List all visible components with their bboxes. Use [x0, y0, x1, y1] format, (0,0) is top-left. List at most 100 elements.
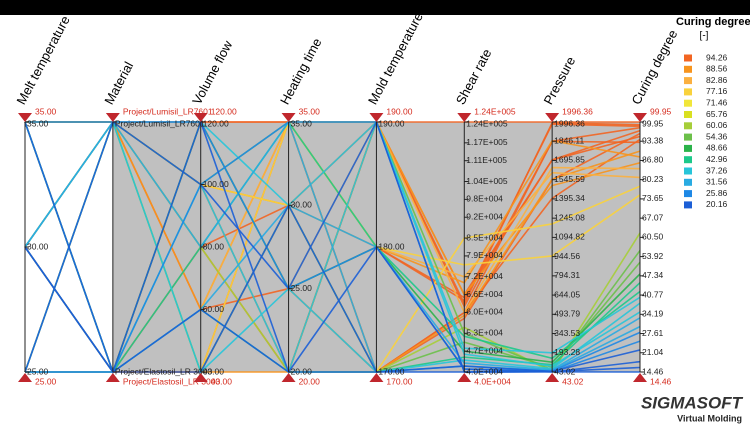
top-bar	[0, 0, 750, 15]
legend-swatch	[684, 99, 692, 107]
max-label: 99.95	[650, 106, 672, 116]
legend-label: 31.56	[706, 177, 728, 187]
data-line	[24, 119, 641, 374]
tick-label: 60.50	[642, 232, 664, 242]
legend-label: 65.76	[706, 109, 728, 119]
min-label: 43.02	[562, 376, 584, 386]
tick-label: 60.00	[203, 304, 225, 314]
tick-label: 6.0E+004	[466, 307, 503, 317]
tick-label: 193.28	[554, 347, 580, 357]
min-label: Project/Elastosil_LR 3003	[123, 376, 221, 386]
tick-label: 73.65	[642, 193, 664, 203]
tick-label: 40.77	[642, 289, 664, 299]
tick-label: 170.00	[378, 366, 404, 376]
tick-label: 80.00	[203, 241, 225, 251]
legend-label: 71.46	[706, 97, 728, 107]
tick-label: 35.00	[27, 118, 49, 128]
tick-label: 93.38	[642, 135, 664, 145]
brand-tagline: Virtual Molding	[677, 413, 742, 423]
axis-name: Material	[101, 59, 136, 107]
min-marker	[545, 373, 560, 382]
max-marker	[281, 113, 296, 122]
max-marker	[457, 113, 472, 122]
min-label: 170.00	[386, 376, 412, 386]
data-line	[24, 120, 641, 374]
min-marker	[18, 373, 32, 382]
tick-label: 86.80	[642, 155, 664, 165]
max-marker	[18, 113, 32, 122]
legend-swatch	[684, 156, 692, 164]
min-marker	[457, 373, 472, 382]
tick-label: 1245.08	[554, 212, 585, 222]
legend-swatch	[684, 190, 692, 198]
legend-label: 94.26	[706, 52, 728, 62]
tick-label: 25.00	[291, 283, 313, 293]
legend-label: 20.16	[706, 199, 728, 209]
tick-label: 30.00	[291, 200, 313, 210]
max-label: 1996.36	[562, 106, 593, 116]
tick-label: 1.17E+005	[466, 137, 508, 147]
tick-label: 67.07	[642, 212, 664, 222]
max-label: 1.24E+005	[474, 106, 516, 116]
tick-label: 40.00	[203, 366, 225, 376]
data-line	[24, 120, 641, 374]
tick-label: 27.61	[642, 328, 664, 338]
tick-label: 7.9E+004	[466, 250, 503, 260]
legend-swatch	[684, 54, 692, 62]
max-label: 190.00	[386, 106, 412, 116]
legend-swatch	[684, 88, 692, 96]
min-marker	[193, 373, 208, 382]
tick-label: 53.92	[642, 251, 664, 261]
tick-label: 644.05	[554, 289, 580, 299]
max-marker	[545, 113, 560, 122]
max-label: 120.00	[211, 106, 237, 116]
max-marker	[105, 113, 120, 122]
max-label: Project/Lumisil_LR7601	[123, 106, 213, 116]
legend-label: 77.16	[706, 86, 728, 96]
brand: SIGMASOFT	[641, 393, 744, 412]
legend-swatch	[684, 167, 692, 175]
legend-swatch	[684, 178, 692, 186]
legend-swatch	[684, 201, 692, 209]
tick-label: 343.53	[554, 328, 580, 338]
tick-label: 1.24E+005	[466, 118, 508, 128]
axis-name: Pressure	[541, 54, 579, 107]
legend-label: 37.26	[706, 165, 728, 175]
legend-label: 54.36	[706, 131, 728, 141]
tick-label: 21.04	[642, 347, 664, 357]
tick-label: 100.00	[203, 179, 229, 189]
tick-label: 80.23	[642, 174, 664, 184]
axis-name: Mold temperature	[365, 10, 426, 107]
tick-label: 794.31	[554, 270, 580, 280]
legend-label: 82.86	[706, 75, 728, 85]
tick-label: 9.8E+004	[466, 194, 503, 204]
tick-label: 1094.82	[554, 232, 585, 242]
tick-label: 1846.11	[554, 135, 584, 145]
legend-swatch	[684, 133, 692, 141]
max-marker	[633, 113, 647, 122]
tick-label: 43.02	[554, 366, 576, 376]
legend-label: 60.06	[706, 120, 728, 130]
tick-label: 7.2E+004	[466, 271, 503, 281]
tick-label: 1.11E+005	[466, 155, 507, 165]
max-marker	[193, 113, 208, 122]
max-marker	[369, 113, 384, 122]
tick-label: 8.5E+004	[466, 232, 503, 242]
legend-swatch	[684, 77, 692, 85]
tick-label: 6.6E+004	[466, 289, 503, 299]
axis-name: Heating time	[277, 36, 325, 107]
tick-label: 1.04E+005	[466, 176, 508, 186]
min-marker	[369, 373, 384, 382]
tick-label: 1695.85	[554, 155, 585, 165]
legend-label: 42.96	[706, 154, 728, 164]
tick-label: 120.00	[203, 118, 229, 128]
min-label: 20.00	[299, 376, 321, 386]
legend-swatch	[684, 65, 692, 73]
tick-label: 5.3E+004	[466, 328, 503, 338]
max-label: 35.00	[35, 106, 57, 116]
axis-name: Volume flow	[189, 38, 235, 107]
tick-label: 25.00	[27, 366, 49, 376]
min-label: 14.46	[650, 376, 672, 386]
axis-name: Shear rate	[453, 46, 495, 107]
tick-label: Project/Elastosil_LR 3003	[115, 366, 213, 376]
